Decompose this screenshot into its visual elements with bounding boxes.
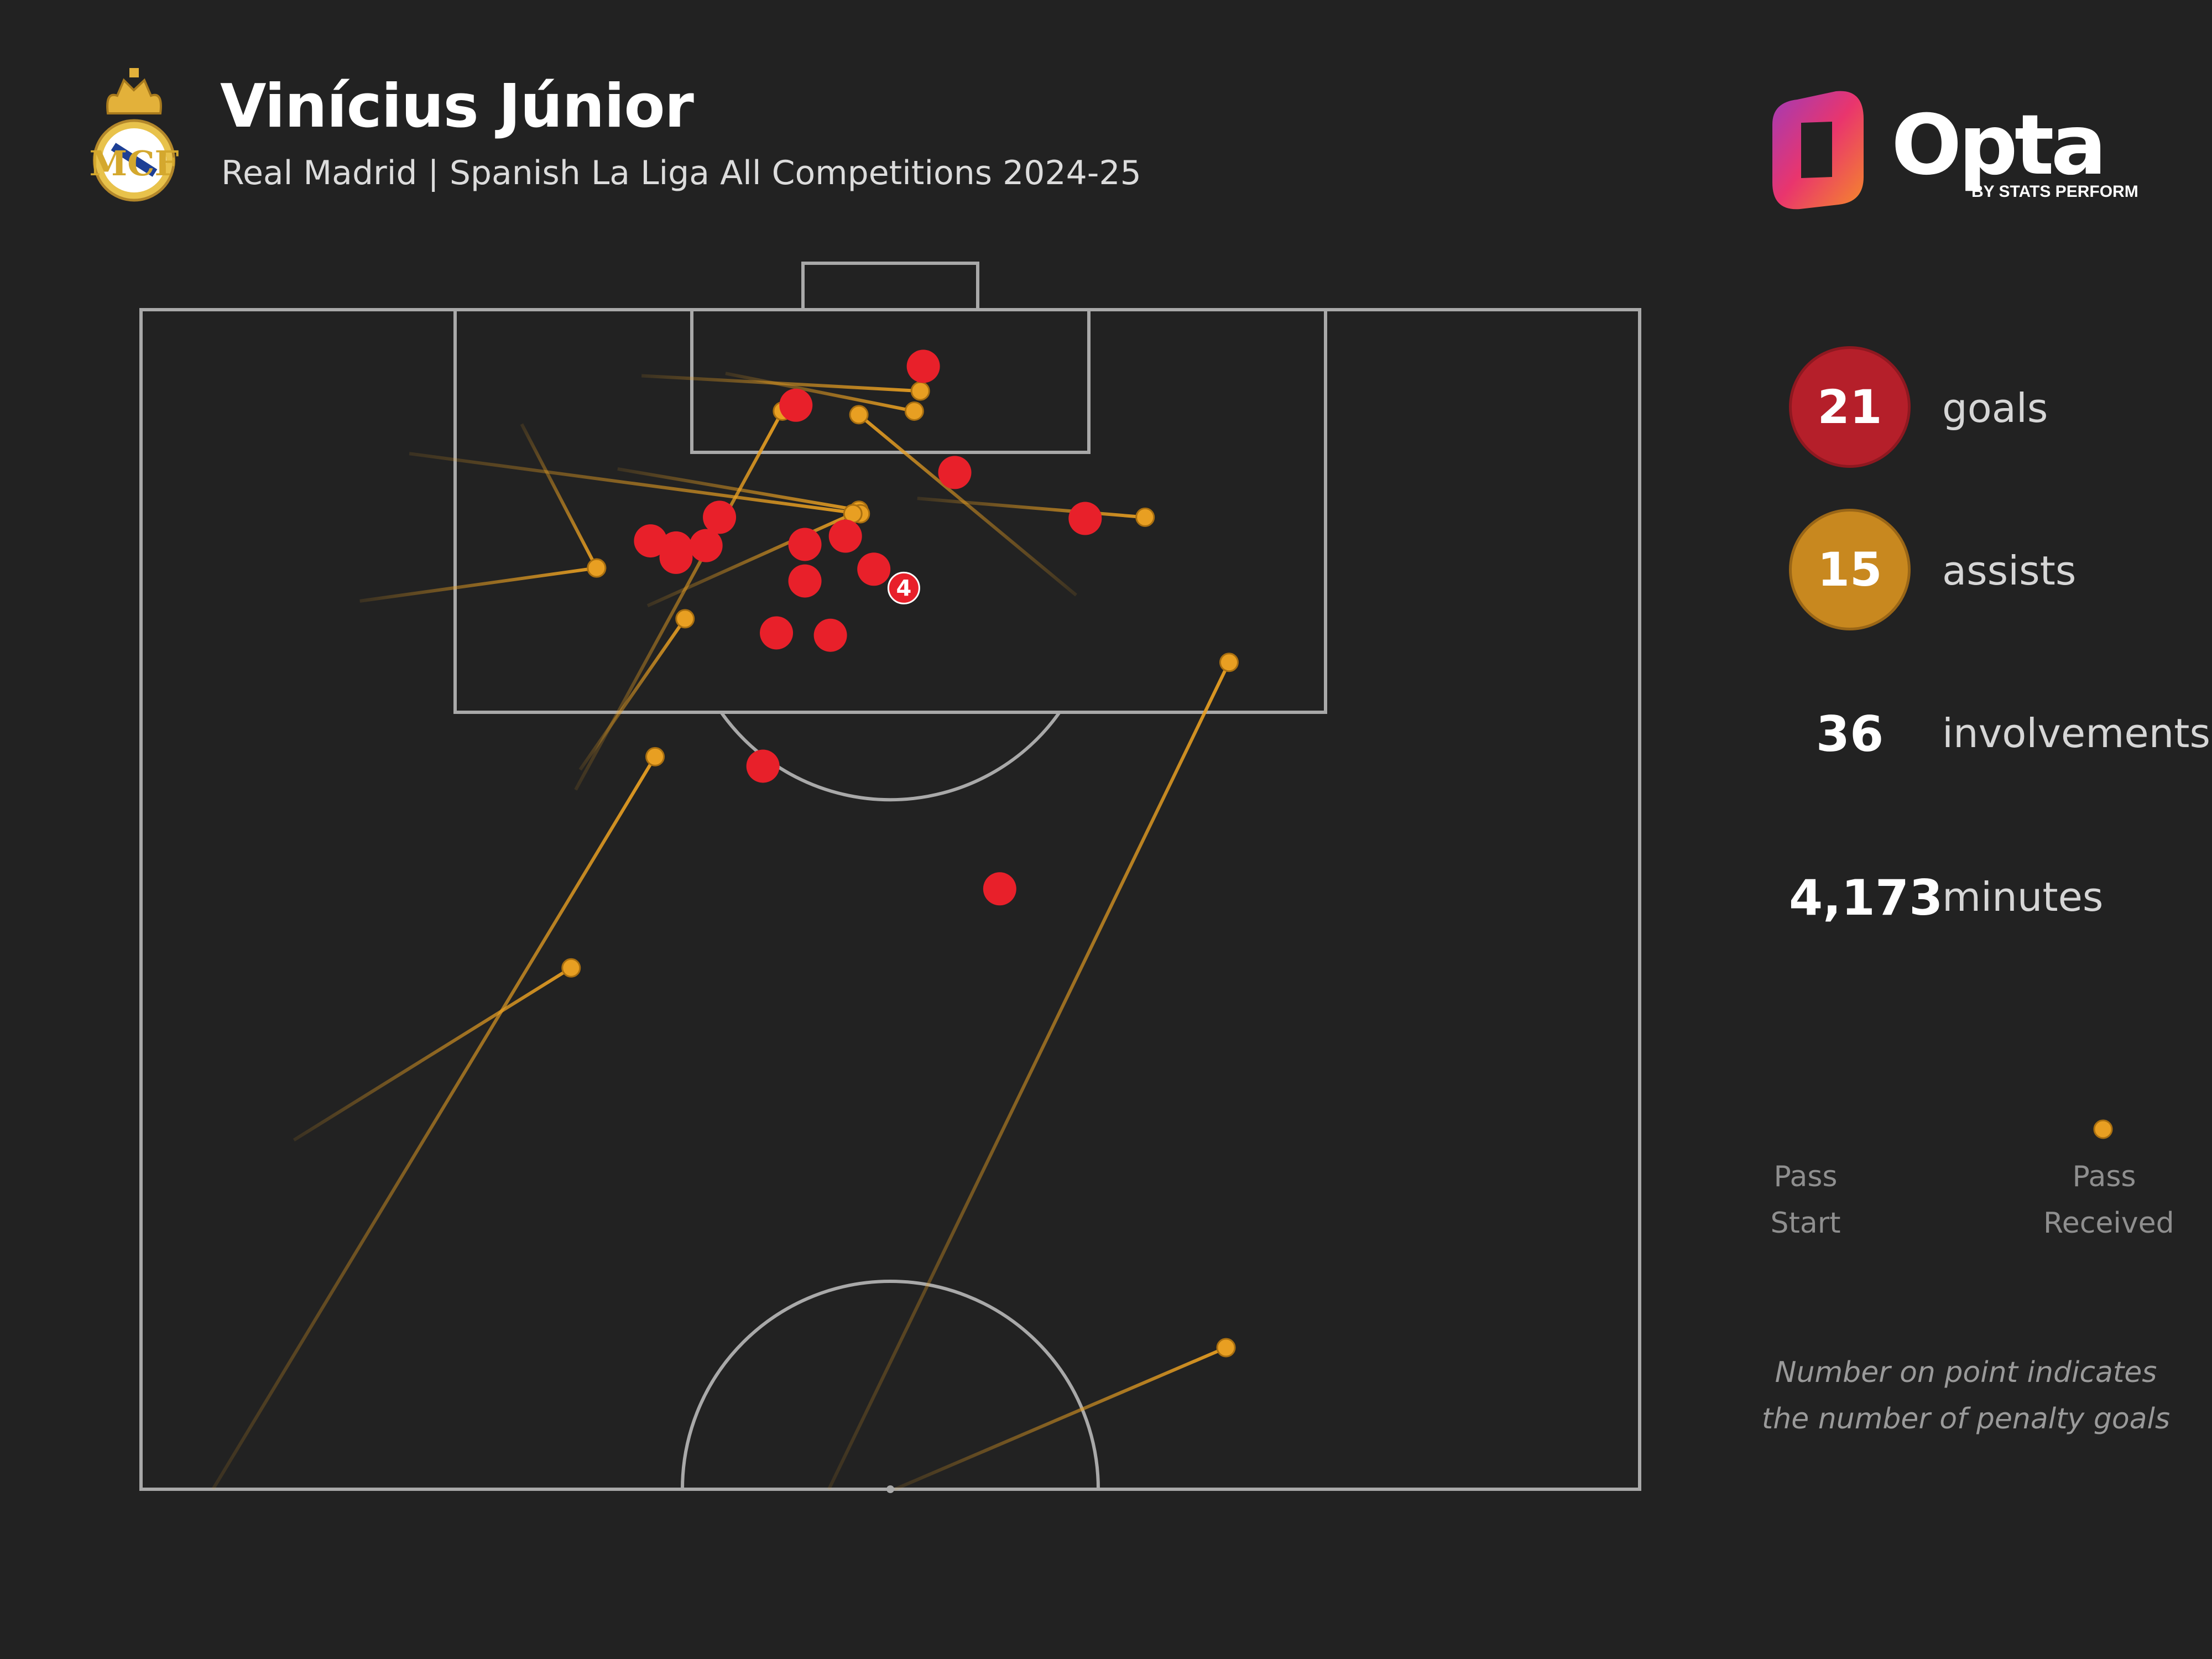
pitch-markings: [139, 262, 1641, 1493]
penalty-note-line1: Number on point indicates: [1775, 1356, 2157, 1389]
goals-label: goals: [1942, 385, 2048, 431]
centre-spot: [886, 1485, 894, 1493]
penalty-goal-point: [887, 571, 920, 604]
goal-point: [983, 872, 1016, 906]
goal-point: [703, 500, 737, 534]
legend-pass-start-line2: Start: [1770, 1207, 1841, 1240]
real-madrid-crest-icon: MCF: [90, 68, 179, 202]
goal-point: [689, 529, 723, 562]
penalty-count-label: 4: [896, 576, 911, 601]
goal-frame: [801, 262, 979, 311]
assist-receive-point: [645, 747, 665, 766]
assist-pass-line: [520, 423, 598, 569]
assist-pass-line: [409, 452, 861, 515]
opta-logo-icon: [1772, 91, 1864, 210]
assist-pass-line: [894, 1346, 1227, 1491]
penalty-note: Number on point indicates the number of …: [1747, 1349, 2184, 1442]
assist-pass-line: [211, 755, 657, 1490]
assist-receive-point: [904, 401, 924, 421]
penalty-box: [453, 308, 1327, 714]
assist-pass-line: [917, 497, 1145, 519]
opta-logo-subtext: BY STATS PERFORM: [1971, 182, 2138, 201]
goal-point: [634, 524, 667, 558]
goal-point: [906, 349, 940, 383]
legend-pass-start-label: Pass Start: [1745, 1154, 1866, 1246]
chart-title: Vinícius Júnior: [220, 72, 694, 141]
assist-receive-point: [910, 381, 930, 401]
goals-count-badge: 21: [1789, 346, 1911, 468]
goal-point: [938, 456, 972, 489]
involvements-label: involvements: [1942, 710, 2211, 757]
assist-receive-point: [1216, 1338, 1236, 1358]
assist-receive-point: [1219, 653, 1239, 672]
minutes-value: 4,173: [1789, 869, 1943, 926]
assists-count-badge: 15: [1789, 509, 1911, 630]
goal-point: [788, 528, 822, 561]
assist-pass-line: [725, 372, 915, 413]
goal-point: [779, 388, 813, 422]
assists-label: assists: [1942, 547, 2077, 594]
goal-point: [828, 519, 862, 553]
pass-legend-line: [1806, 1119, 2113, 1139]
penalty-note-line2: the number of penalty goals: [1761, 1402, 2171, 1436]
assist-receive-point: [1135, 507, 1155, 527]
pitch-outline: [139, 308, 1641, 1491]
goal-layer: 4: [634, 349, 1102, 906]
goal-point: [659, 540, 693, 574]
centre-circle: [681, 1280, 1100, 1490]
goal-point: [1068, 502, 1102, 535]
assist-receive-point: [587, 558, 607, 578]
involvements-value: 36: [1815, 706, 1884, 763]
assist-pass-line: [827, 661, 1231, 1490]
assist-layer: [211, 372, 1239, 1491]
assist-pass-line: [293, 966, 572, 1142]
chart-subtitle: Real Madrid | Spanish La Liga All Compet…: [221, 154, 1141, 192]
assist-receive-point: [849, 405, 869, 425]
assist-pass-line: [858, 413, 1077, 597]
goal-point: [813, 618, 847, 652]
assist-pass-line: [578, 618, 687, 771]
legend-pass-received-line1: Pass: [2072, 1160, 2136, 1193]
opta-logo-text: Opta: [1891, 97, 2107, 194]
assist-pass-line: [359, 566, 597, 603]
svg-text:MCF: MCF: [90, 143, 179, 184]
legend-pass-start-line1: Pass: [1773, 1160, 1838, 1193]
goal-point: [857, 552, 891, 586]
assist-pass-line: [646, 512, 854, 608]
minutes-label: minutes: [1942, 874, 2104, 920]
goal-point: [760, 616, 794, 650]
legend-pass-received-line2: Received: [2043, 1207, 2174, 1240]
assist-pass-line: [574, 410, 784, 791]
legend-pass-received-label: Pass Received: [2043, 1154, 2174, 1246]
assist-receive-point: [561, 958, 581, 978]
goal-point: [788, 564, 822, 598]
assist-receive-point: [675, 609, 695, 629]
goal-point: [746, 749, 780, 783]
